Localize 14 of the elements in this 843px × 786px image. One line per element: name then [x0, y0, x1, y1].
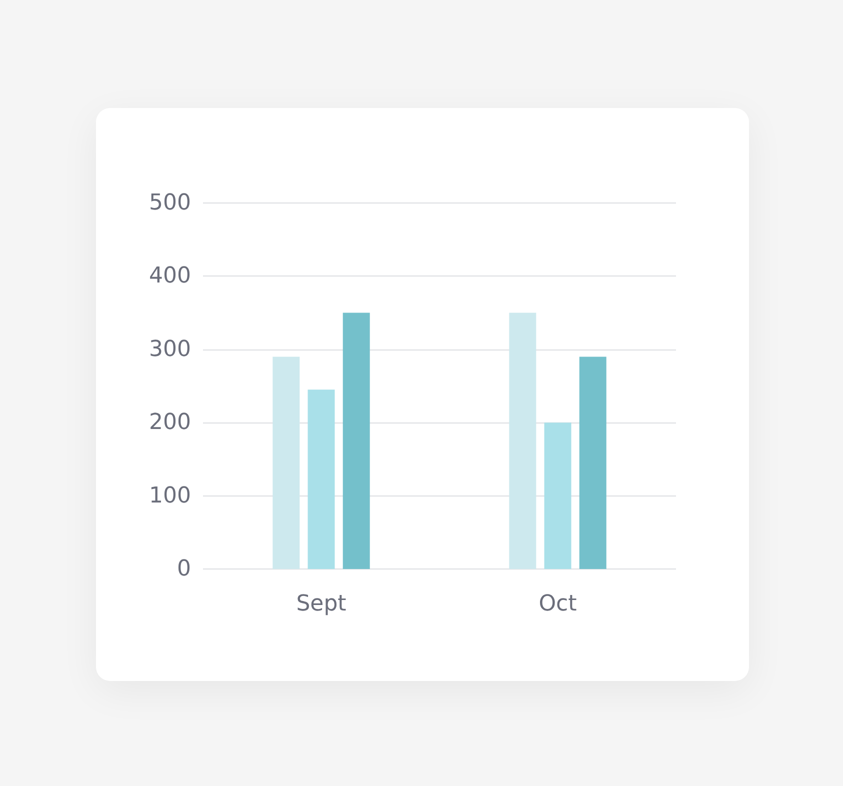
bar [308, 390, 335, 569]
y-tick-label: 400 [149, 264, 191, 289]
y-tick-label: 300 [149, 336, 191, 362]
x-tick-label: Sept [296, 592, 347, 616]
bar [342, 312, 370, 569]
bar [509, 312, 536, 569]
y-tick-label: 0 [177, 556, 191, 582]
y-tick-label: 500 [149, 190, 191, 216]
bar [544, 422, 572, 569]
bar [272, 356, 300, 569]
bar [579, 356, 606, 569]
x-tick-label: Oct [538, 592, 578, 616]
y-tick-label: 200 [149, 410, 191, 436]
y-tick-label: 100 [149, 483, 191, 508]
